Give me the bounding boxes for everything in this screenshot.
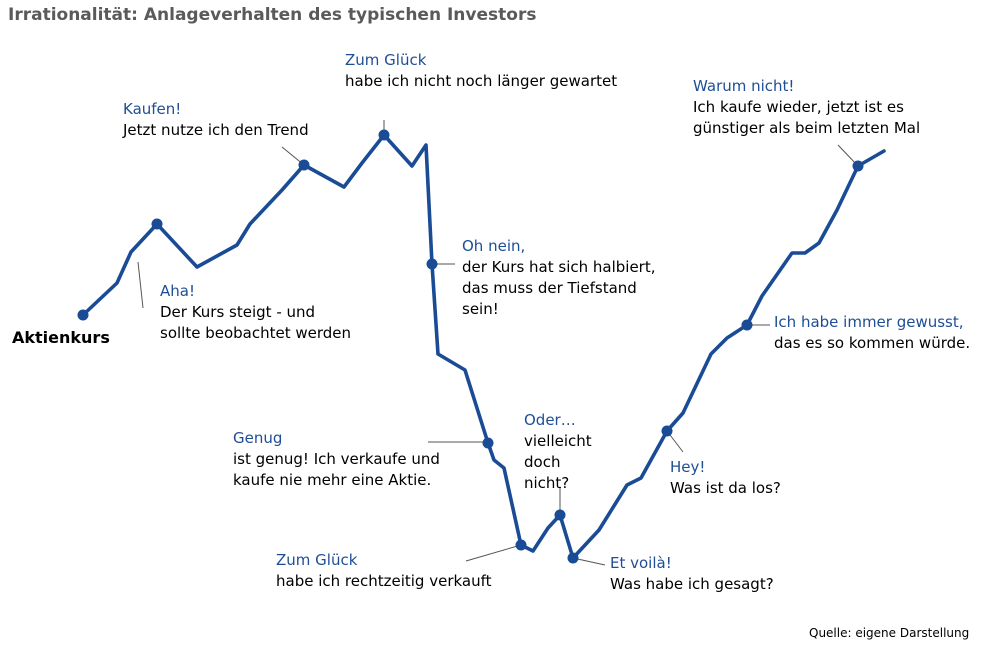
annotation-heading: Oder… (524, 411, 576, 429)
marker-et-voila (567, 552, 579, 564)
annotation-text: sollte beobachtet werden (160, 324, 352, 342)
marker-oh-nein (426, 258, 438, 270)
marker-oder (554, 509, 566, 521)
marker-start (77, 309, 89, 321)
marker-kaufen (298, 159, 310, 171)
annotation-text: günstiger als beim letzten Mal (693, 119, 921, 137)
annotation-text: habe ich nicht noch länger gewartet (345, 72, 618, 90)
annotation-heading: Zum Glück (345, 51, 427, 69)
annotation-text: Der Kurs steigt - und (160, 303, 316, 321)
price-line (81, 133, 886, 560)
annotation-text: das muss der Tiefstand (462, 279, 637, 297)
annotation-text: der Kurs hat sich halbiert, (462, 258, 656, 276)
annotation-immer-gewusst: Ich habe immer gewusst, das es so kommen… (774, 312, 970, 354)
marker-warum-nicht (852, 160, 864, 172)
annotation-text: Jetzt nutze ich den Trend (123, 121, 309, 139)
annotation-text: Was ist da los? (670, 479, 781, 497)
annotation-heading: Oh nein, (462, 237, 526, 255)
annotation-zum-glueck-bottom: Zum Glück habe ich rechtzeitig verkauft (276, 550, 492, 592)
marker-hey (661, 425, 673, 437)
annotation-heading: Warum nicht! (693, 77, 795, 95)
annotation-text: habe ich rechtzeitig verkauft (276, 572, 492, 590)
annotation-hey: Hey! Was ist da los? (670, 457, 781, 499)
marker-zum-glueck-bottom (515, 539, 527, 551)
marker-aha (151, 218, 163, 230)
annotation-heading: Aha! (160, 282, 195, 300)
leader-zum-glueck-bottom (465, 544, 522, 562)
marker-zum-glueck-top (378, 129, 390, 141)
annotation-et-voila: Et voilà! Was habe ich gesagt? (610, 553, 774, 595)
annotation-heading: Ich habe immer gewusst, (774, 313, 964, 331)
annotation-text: kaufe nie mehr eine Aktie. (233, 471, 432, 489)
annotation-kaufen: Kaufen! Jetzt nutze ich den Trend (123, 99, 309, 141)
annotation-heading: Kaufen! (123, 100, 182, 118)
marker-genug (482, 437, 494, 449)
annotation-text: vielleicht (524, 432, 592, 450)
annotation-heading: Et voilà! (610, 554, 672, 572)
event-markers (77, 129, 864, 564)
annotation-genug: Genug ist genug! Ich verkaufe und kaufe … (233, 428, 440, 491)
annotation-zum-glueck-top: Zum Glück habe ich nicht noch länger gew… (345, 50, 617, 92)
annotation-text: Ich kaufe wieder, jetzt ist es (693, 98, 904, 116)
marker-immer-gewusst (741, 319, 753, 331)
diagram-title: Irrationalität: Anlageverhalten des typi… (8, 5, 537, 25)
annotation-text: Was habe ich gesagt? (610, 575, 774, 593)
annotation-oder: Oder… vielleicht doch nicht? (524, 410, 592, 494)
annotation-text: das es so kommen würde. (774, 334, 971, 352)
annotation-text: nicht? (524, 474, 570, 492)
annotation-text: doch (524, 453, 561, 471)
annotation-warum-nicht: Warum nicht! Ich kaufe wieder, jetzt ist… (693, 76, 920, 139)
annotation-heading: Genug (233, 429, 283, 447)
leader-aha (137, 261, 144, 309)
annotation-text: ist genug! Ich verkaufe und (233, 450, 440, 468)
annotation-oh-nein: Oh nein, der Kurs hat sich halbiert, das… (462, 236, 655, 320)
annotation-text: sein! (462, 300, 499, 318)
annotation-heading: Hey! (670, 458, 706, 476)
annotation-aha: Aha! Der Kurs steigt - und sollte beobac… (160, 281, 351, 344)
annotation-heading: Zum Glück (276, 551, 358, 569)
series-label: Aktienkurs (12, 328, 110, 347)
source-note: Quelle: eigene Darstellung (809, 626, 970, 640)
